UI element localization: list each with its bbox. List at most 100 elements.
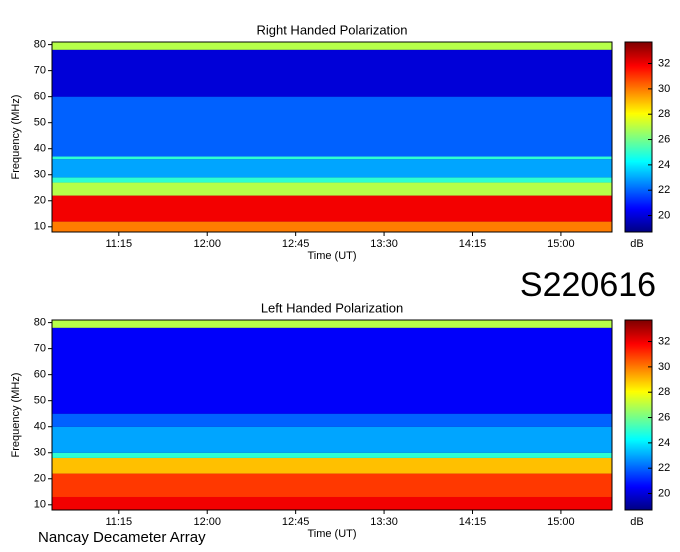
colorbar-step [625,76,652,79]
colorbar-step [625,212,652,215]
colorbar-step [625,466,652,469]
colorbar-step [625,496,652,499]
colorbar-step [625,472,652,475]
colorbar-step [625,378,652,381]
colorbar-step [625,144,652,147]
colorbar-step [625,142,652,145]
colorbar-tick-label: 30 [658,361,670,373]
colorbar-step [625,82,652,85]
x-axis-label: Time (UT) [307,528,356,540]
colorbar-step [625,52,652,55]
colorbar-step [625,456,652,459]
colorbar-step [625,446,652,449]
colorbar-step [625,480,652,483]
colorbar-tick-label: 20 [658,487,670,499]
colorbar-step [625,208,652,211]
colorbar-step [625,384,652,387]
colorbar-step [625,444,652,447]
colorbar-step [625,402,652,405]
x-tick-label: 11:15 [105,516,132,528]
footer: Nancay Decameter Array [38,529,206,546]
plot-frame [51,319,613,511]
colorbar-tick-label: 24 [658,159,670,171]
colorbar-step [625,200,652,203]
colorbar-step [625,124,652,127]
colorbar-step [625,322,652,325]
colorbar-step [625,96,652,99]
band [52,42,612,50]
colorbar-step [625,128,652,131]
colorbar-step [625,48,652,51]
colorbar-tick-label: 26 [658,411,670,423]
colorbar-step [625,438,652,441]
colorbar-step [625,102,652,105]
x-tick-label: 15:00 [547,516,575,528]
colorbar-step [625,498,652,501]
colorbar-step [625,428,652,431]
band [52,156,612,160]
x-tick-label: 12:45 [282,516,310,528]
band [52,96,612,157]
colorbar-step [625,168,652,171]
colorbar-step [625,152,652,155]
colorbar-step [625,392,652,395]
colorbar-step [625,442,652,445]
band [52,177,612,183]
y-tick-label: 70 [34,343,46,355]
colorbar-step [625,334,652,337]
colorbar-step [625,346,652,349]
colorbar-step [625,358,652,361]
colorbar-tick-label: 26 [658,133,670,145]
colorbar-step [625,352,652,355]
band [52,496,612,510]
colorbar-step [625,162,652,165]
colorbar-step [625,492,652,495]
colorbar-tick-label: 24 [658,437,670,449]
colorbar-step [625,364,652,367]
band [52,320,612,328]
colorbar-step [625,366,652,369]
colorbar-step [625,202,652,205]
colorbar-step [625,140,652,143]
colorbar-step [625,452,652,455]
colorbar-step [625,424,652,427]
colorbar-tick-label: 32 [658,335,670,347]
colorbar-step [625,494,652,497]
colorbar-step [625,394,652,397]
colorbar-step [625,410,652,413]
colorbar-step [625,374,652,377]
colorbar-step [625,436,652,439]
band [52,426,612,453]
colorbar-step [625,46,652,49]
colorbar-step [625,182,652,185]
colorbar-step [625,340,652,343]
y-tick-label: 70 [34,65,46,77]
colorbar-step [625,434,652,437]
colorbar-step [625,214,652,217]
colorbar-step [625,138,652,141]
colorbar-step [625,336,652,339]
colorbar-step [625,196,652,199]
colorbar-step [625,108,652,111]
colorbar-step [625,426,652,429]
colorbar-step [625,390,652,393]
colorbar-step [625,194,652,197]
panel-title: Right Handed Polarization [256,22,407,37]
colorbar-step [625,112,652,115]
colorbar-step [625,362,652,365]
colorbar-tick-label: 28 [658,386,670,398]
colorbar-step [625,80,652,83]
colorbar-step [625,60,652,63]
colorbar-step [625,412,652,415]
colorbar-step [625,204,652,207]
colorbar-step [625,216,652,219]
colorbar-step [625,106,652,109]
colorbar-step [625,220,652,223]
colorbar-step [625,416,652,419]
colorbar-tick-label: 30 [658,83,670,95]
y-tick-label: 30 [34,447,46,459]
x-tick-label: 12:00 [193,516,221,528]
colorbar-step [625,468,652,471]
colorbar-step [625,42,652,45]
colorbar-step [625,230,652,233]
